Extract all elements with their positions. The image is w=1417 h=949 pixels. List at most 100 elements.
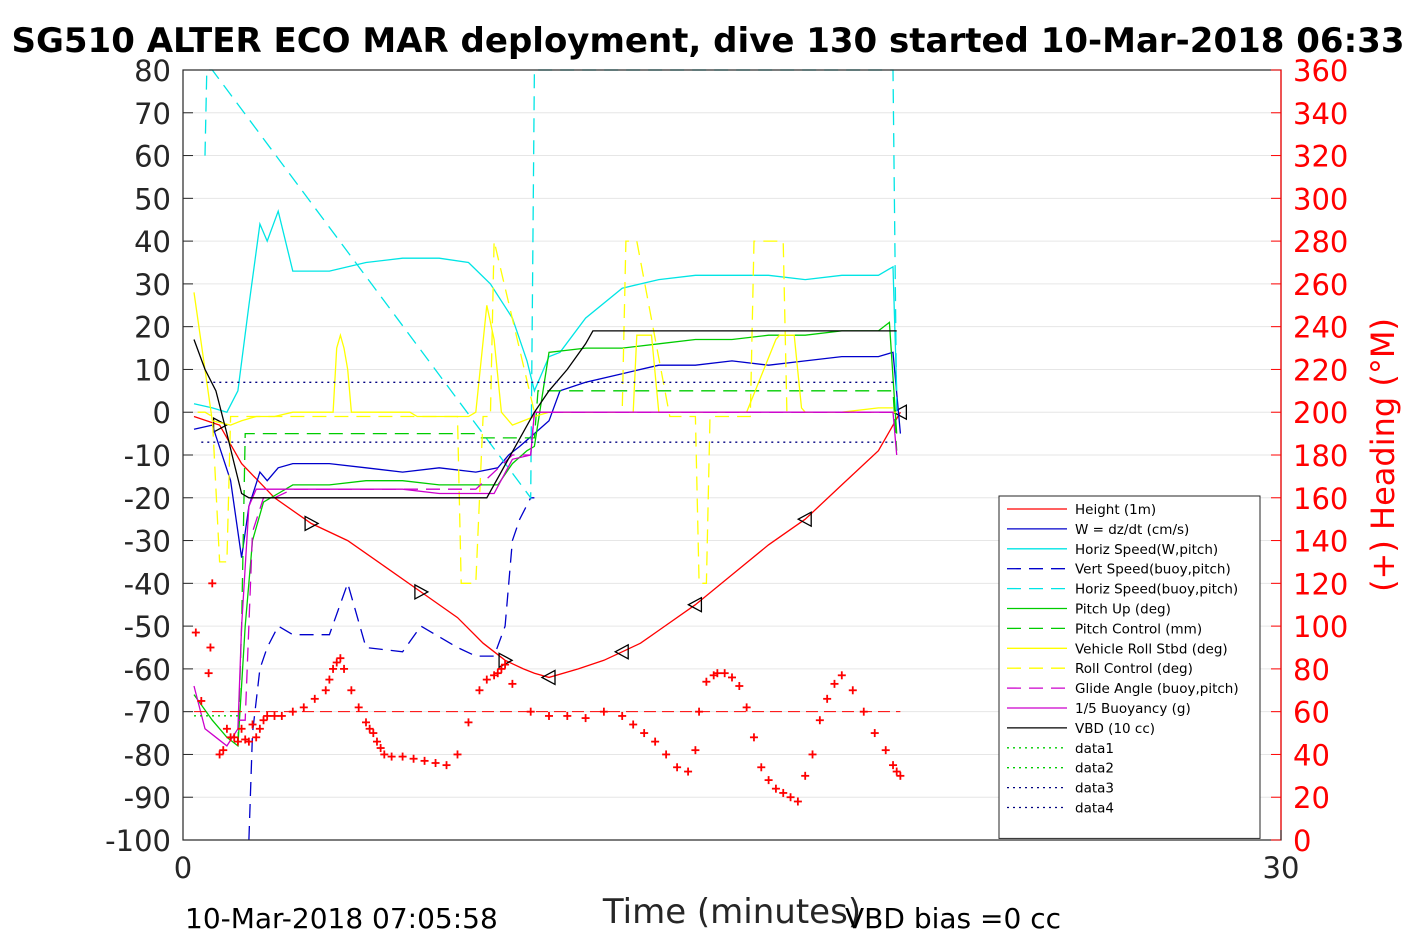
heading-point bbox=[629, 720, 638, 729]
chart-title: SG510 ALTER ECO MAR deployment, dive 130… bbox=[11, 21, 1404, 61]
heading-point bbox=[501, 660, 510, 669]
heading-point bbox=[222, 724, 231, 733]
right-tick-label: 0 bbox=[1293, 824, 1311, 858]
right-tick-label: 140 bbox=[1293, 525, 1348, 559]
series-line-1 bbox=[193, 351, 902, 558]
heading-point bbox=[215, 750, 224, 759]
left-tick-label: -80 bbox=[124, 738, 171, 772]
heading-point bbox=[310, 694, 319, 703]
right-tick-label: 100 bbox=[1293, 610, 1348, 644]
heading-point bbox=[325, 675, 334, 684]
heading-point bbox=[244, 737, 253, 746]
heading-point bbox=[362, 718, 370, 727]
heading-point bbox=[771, 784, 780, 793]
heading-point bbox=[332, 658, 341, 667]
heading-point bbox=[702, 677, 711, 686]
heading-point bbox=[640, 729, 649, 738]
series-line-3 bbox=[248, 497, 535, 841]
right-tick-label: 200 bbox=[1293, 396, 1348, 430]
x-tick-label: 0 bbox=[174, 851, 192, 885]
heading-point bbox=[409, 754, 418, 763]
legend-label: VBD (10 cc) bbox=[1075, 721, 1155, 737]
series-line-11 bbox=[193, 330, 897, 499]
heading-point bbox=[691, 746, 700, 755]
heading-point bbox=[786, 793, 795, 802]
heading-point bbox=[191, 628, 200, 637]
heading-point bbox=[493, 669, 502, 678]
right-tick-label: 300 bbox=[1293, 182, 1348, 216]
heading-point bbox=[347, 686, 356, 695]
left-tick-label: -20 bbox=[124, 482, 171, 516]
heading-point bbox=[420, 756, 429, 765]
heading-point bbox=[336, 654, 345, 663]
heading-point bbox=[380, 750, 389, 759]
left-tick-label: -90 bbox=[124, 781, 171, 815]
heading-point bbox=[475, 686, 484, 695]
height-marker bbox=[687, 596, 703, 613]
left-tick-label: -30 bbox=[124, 525, 171, 559]
left-tick-label: 80 bbox=[134, 54, 171, 88]
right-tick-label: 240 bbox=[1293, 311, 1348, 345]
right-y-axis: 3603403203002802602402202001801601401201… bbox=[1271, 54, 1348, 858]
heading-point bbox=[815, 716, 824, 725]
heading-point bbox=[340, 664, 349, 673]
chart-legend: Height (1m) W = dz/dt (cm/s) Horiz Speed(W… bbox=[998, 495, 1261, 839]
heading-point bbox=[651, 737, 660, 746]
series-line-10 bbox=[193, 411, 898, 747]
series-line-9 bbox=[237, 411, 897, 721]
height-marker bbox=[212, 416, 228, 434]
heading-point bbox=[684, 767, 693, 776]
x-tick-label: 30 bbox=[1263, 851, 1300, 885]
heading-point bbox=[673, 763, 682, 772]
heading-point bbox=[464, 718, 473, 727]
legend-label: Roll Control (deg) bbox=[1075, 661, 1193, 677]
heading-point bbox=[482, 675, 491, 684]
series-line-7 bbox=[193, 292, 893, 426]
left-tick-label: -10 bbox=[124, 439, 171, 473]
heading-point bbox=[618, 711, 627, 720]
heading-point bbox=[779, 788, 788, 797]
heading-point bbox=[793, 797, 802, 806]
legend-label: Vert Speed(buoy,pitch) bbox=[1075, 562, 1231, 578]
legend-label: data4 bbox=[1075, 801, 1114, 817]
height-marker bbox=[891, 404, 908, 421]
series-line-5 bbox=[193, 321, 898, 748]
right-tick-label: 280 bbox=[1293, 225, 1348, 259]
timestamp-footer: 10-Mar-2018 07:05:58 bbox=[185, 902, 498, 935]
heading-point bbox=[545, 711, 553, 720]
heading-point bbox=[823, 694, 832, 703]
legend-box bbox=[998, 495, 1261, 839]
height-marker bbox=[304, 515, 320, 532]
heading-point bbox=[830, 679, 839, 688]
heading-point bbox=[581, 714, 590, 723]
heading-point bbox=[720, 669, 729, 678]
heading-point bbox=[662, 750, 671, 759]
left-tick-label: 40 bbox=[134, 225, 171, 259]
legend-label: Pitch Up (deg) bbox=[1075, 602, 1171, 618]
right-tick-label: 40 bbox=[1293, 738, 1330, 772]
heading-point bbox=[197, 696, 206, 705]
heading-point bbox=[442, 761, 451, 770]
left-tick-label: -60 bbox=[124, 653, 171, 687]
heading-point bbox=[497, 664, 506, 673]
heading-point bbox=[889, 761, 898, 770]
height-marker bbox=[540, 669, 556, 686]
heading-point bbox=[372, 737, 381, 746]
heading-point bbox=[757, 763, 766, 772]
heading-point bbox=[808, 750, 817, 759]
right-tick-label: 20 bbox=[1293, 781, 1330, 815]
heading-point bbox=[881, 746, 890, 755]
legend-label: Height (1m) bbox=[1075, 502, 1156, 518]
vbd-bias-footer: VBD bias =0 cc bbox=[845, 902, 1061, 935]
legend-label: data2 bbox=[1075, 761, 1114, 777]
left-tick-label: 60 bbox=[134, 140, 171, 174]
heading-point bbox=[892, 767, 901, 776]
left-tick-label: -100 bbox=[105, 824, 171, 858]
heading-point bbox=[208, 579, 217, 588]
heading-point bbox=[233, 737, 242, 746]
x-axis-label: Time (minutes) bbox=[602, 892, 861, 932]
heading-point bbox=[870, 729, 879, 738]
right-tick-label: 340 bbox=[1293, 97, 1348, 131]
